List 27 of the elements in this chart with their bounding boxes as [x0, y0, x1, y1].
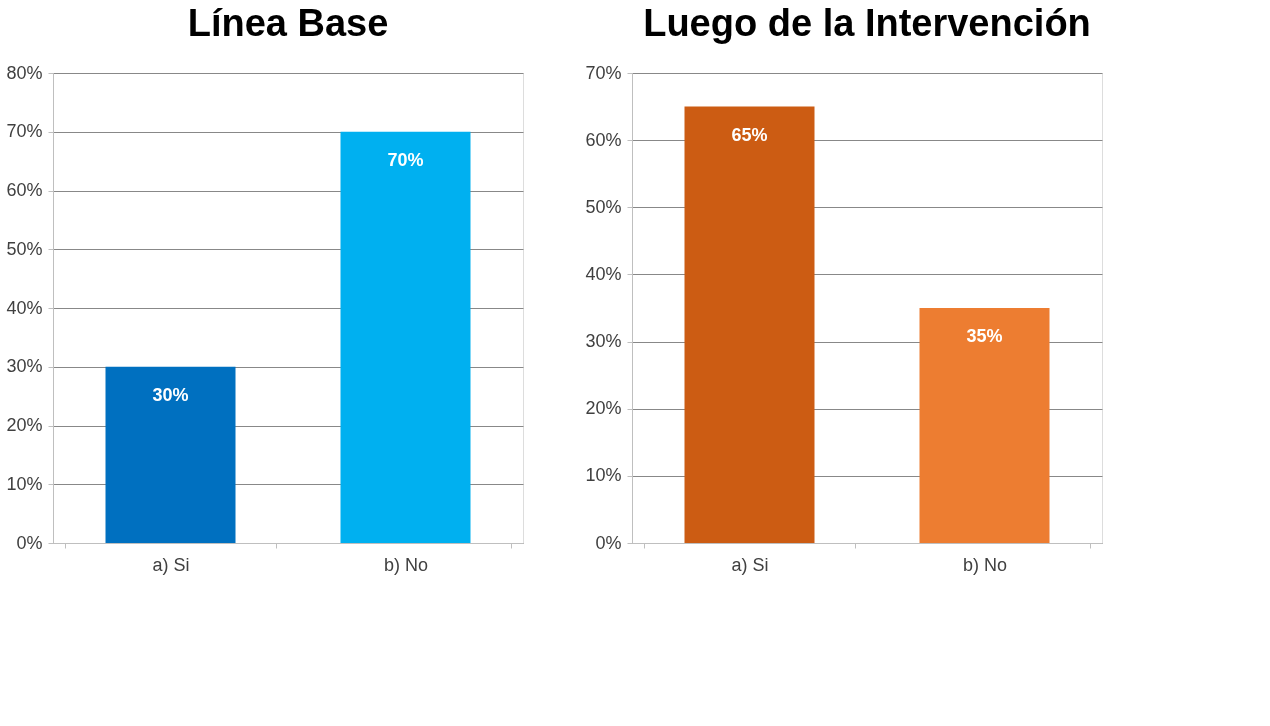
x-tick-label: a) Si	[731, 554, 769, 575]
y-tick-label: 50%	[6, 238, 43, 259]
y-tick-label: 10%	[6, 473, 43, 494]
x-tick-label: b) No	[962, 554, 1008, 575]
data-label: 65%	[731, 124, 768, 145]
y-tick-label: 70%	[585, 62, 622, 83]
data-label: 70%	[387, 149, 424, 170]
chart-title: Línea Base	[187, 2, 389, 44]
data-label: 30%	[152, 384, 189, 405]
y-tick-label: 80%	[6, 62, 43, 83]
y-tick-label: 40%	[585, 263, 622, 284]
x-tick-label: a) Si	[152, 554, 190, 575]
y-tick-label: 60%	[6, 180, 43, 200]
y-tick-label: 20%	[585, 398, 622, 419]
y-tick-label: 0%	[16, 532, 43, 553]
y-tick-label: 40%	[6, 297, 43, 318]
y-tick-label: 30%	[585, 331, 622, 352]
chart-title: Luego de la Intervención	[643, 2, 1091, 44]
x-tick-label: b) No	[383, 554, 429, 575]
y-tick-label: 50%	[585, 196, 622, 217]
y-tick-label: 10%	[585, 465, 622, 486]
data-label: 35%	[966, 326, 1003, 346]
y-tick-label: 70%	[6, 121, 43, 142]
y-tick-label: 60%	[585, 129, 622, 150]
y-tick-label: 30%	[6, 356, 43, 377]
y-tick-label: 20%	[6, 415, 43, 435]
y-tick-label: 0%	[595, 532, 622, 553]
